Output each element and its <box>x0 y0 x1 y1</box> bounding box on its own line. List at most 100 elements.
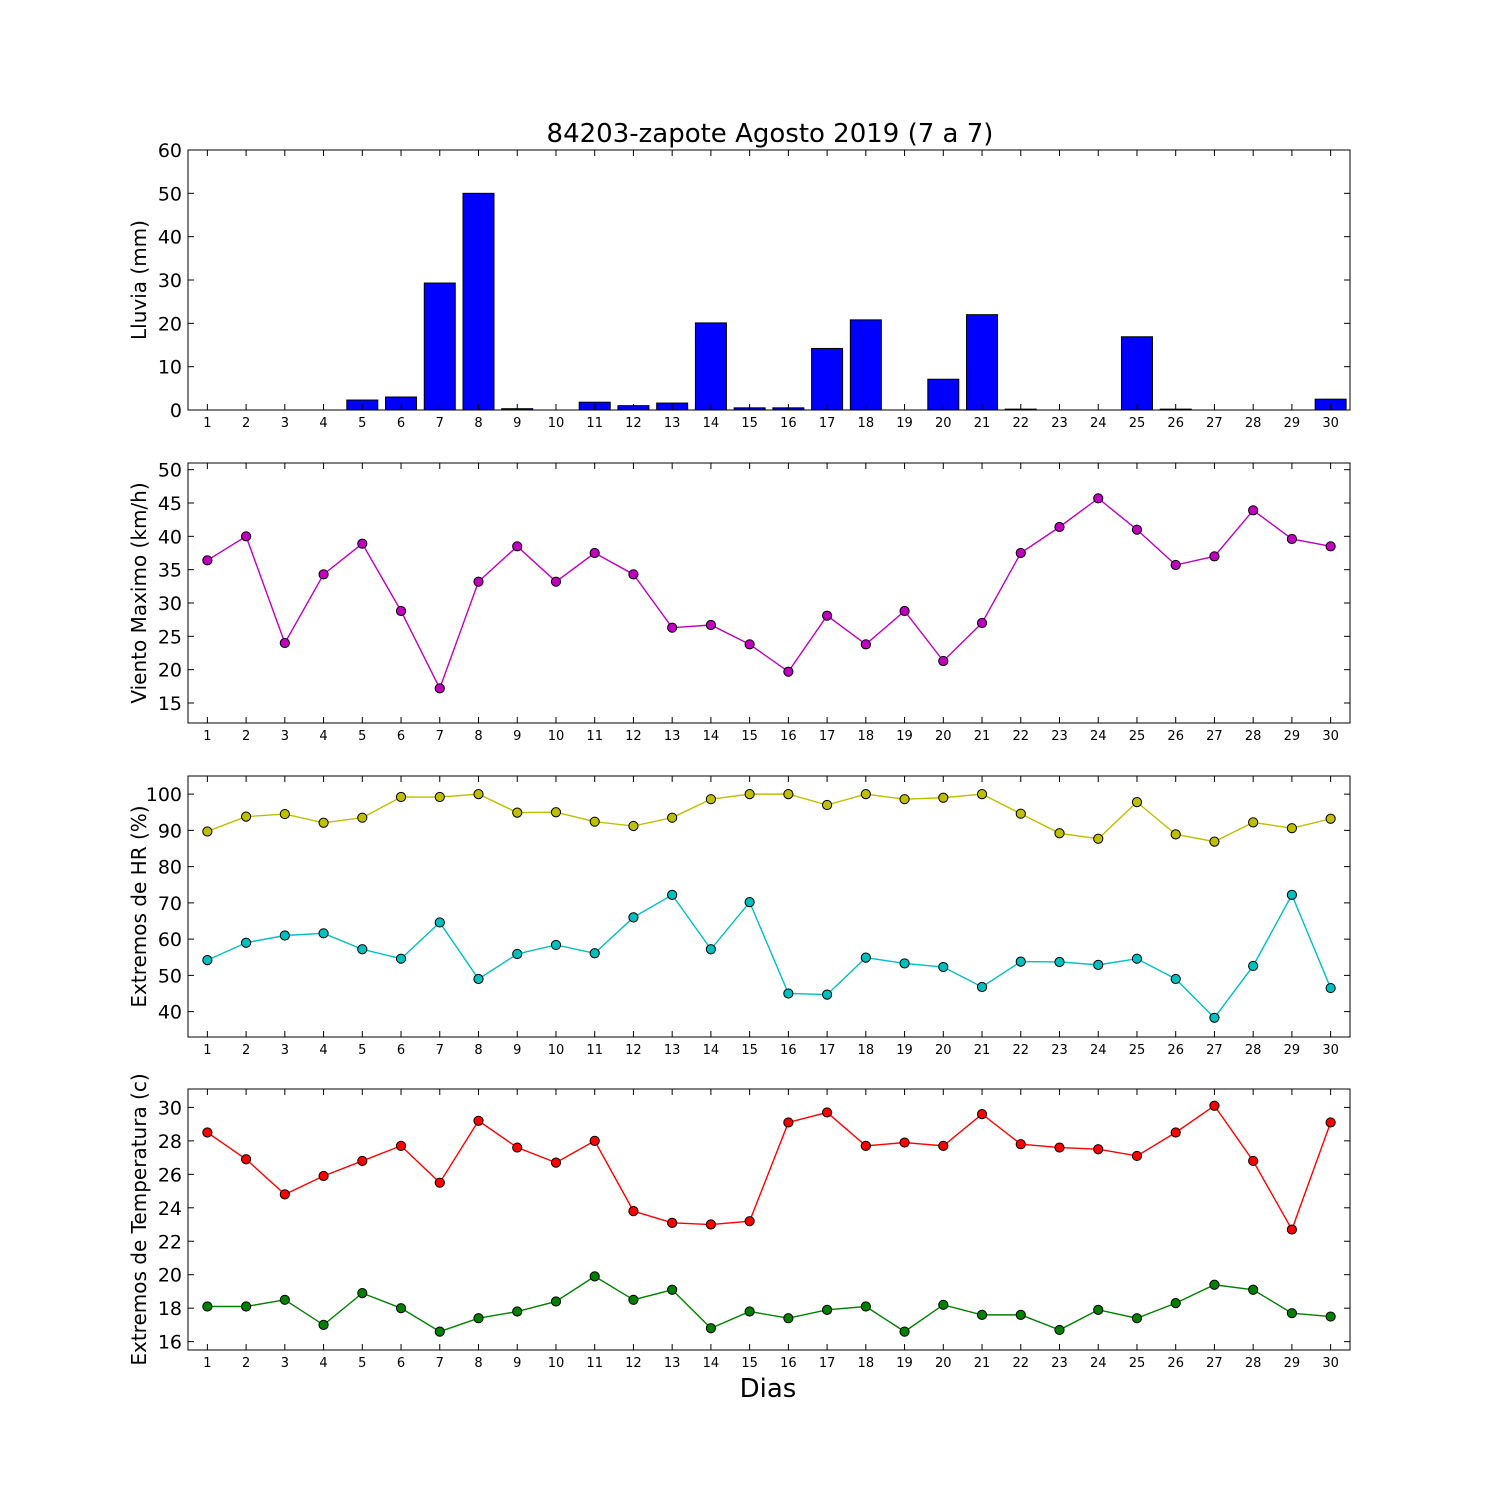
y-tick-label: 35 <box>158 560 182 582</box>
x-tick-label: 23 <box>1051 729 1068 744</box>
x-tick-label: 17 <box>819 1356 836 1371</box>
data-point <box>279 1189 290 1200</box>
data-point <box>938 792 949 803</box>
data-point <box>473 1115 484 1126</box>
data-point <box>395 605 407 617</box>
data-point <box>628 569 639 580</box>
x-tick-label: 27 <box>1206 1356 1223 1371</box>
x-tick-label: 11 <box>586 416 603 431</box>
y-tick-label: 100 <box>146 784 182 806</box>
data-point <box>822 799 833 811</box>
y-tick-label: 0 <box>170 400 182 422</box>
x-tick-label: 19 <box>896 729 913 744</box>
x-tick-label: 3 <box>281 1356 289 1371</box>
x-tick-label: 8 <box>474 416 482 431</box>
data-point <box>357 1155 368 1167</box>
x-tick-label: 18 <box>858 729 875 744</box>
x-tick-label: 12 <box>625 729 642 744</box>
y-tick-label: 20 <box>158 660 182 682</box>
data-point <box>357 812 368 823</box>
x-tick-label: 30 <box>1322 416 1339 431</box>
chart-title: 84203-zapote Agosto 2019 (7 a 7) <box>547 119 994 149</box>
data-point <box>705 944 717 955</box>
x-tick-label: 1 <box>203 416 211 431</box>
data-point <box>783 1117 794 1128</box>
series-line <box>207 893 1332 1019</box>
x-tick-label: 25 <box>1129 416 1146 431</box>
data-point <box>1015 1309 1026 1320</box>
data-point <box>744 639 755 650</box>
data-point <box>1286 533 1298 545</box>
bar <box>694 322 727 411</box>
x-tick-label: 20 <box>935 1043 952 1058</box>
y-tick-label: 16 <box>158 1332 182 1354</box>
data-point <box>667 622 678 633</box>
y-tick-label: 30 <box>158 593 182 615</box>
x-tick-label: 22 <box>1012 1043 1029 1058</box>
y-tick-label: 50 <box>158 460 182 482</box>
data-point <box>1093 1304 1104 1315</box>
data-point <box>899 958 910 969</box>
y-axis-label: Lluvia (mm) <box>127 220 151 340</box>
data-point <box>434 791 445 803</box>
x-tick-label: 26 <box>1167 1043 1184 1058</box>
x-tick-label: 2 <box>242 1043 250 1058</box>
x-tick-label: 20 <box>935 729 952 744</box>
x-tick-label: 12 <box>625 416 642 431</box>
x-tick-label: 14 <box>703 416 720 431</box>
data-point <box>783 789 794 800</box>
data-point <box>357 538 368 549</box>
plot-frame <box>187 462 1351 724</box>
x-tick-label: 29 <box>1284 729 1301 744</box>
x-tick-label: 14 <box>703 1356 720 1371</box>
data-point <box>202 826 213 837</box>
y-tick-label: 60 <box>158 140 182 162</box>
x-tick-label: 23 <box>1051 416 1068 431</box>
y-tick-label: 30 <box>158 1097 182 1119</box>
x-tick-label: 28 <box>1245 1043 1262 1058</box>
x-tick-label: 14 <box>703 1043 720 1058</box>
data-point <box>241 531 252 542</box>
data-point <box>744 789 755 800</box>
x-tick-label: 27 <box>1206 1043 1223 1058</box>
data-point <box>434 917 445 928</box>
x-tick-label: 15 <box>741 729 758 744</box>
x-tick-label: 13 <box>664 1043 681 1058</box>
series-line <box>207 793 1331 843</box>
data-point <box>976 981 988 993</box>
data-point <box>357 944 368 955</box>
x-tick-label: 2 <box>242 1356 250 1371</box>
data-point <box>705 619 717 631</box>
x-tick-label: 13 <box>664 729 681 744</box>
y-tick-label: 24 <box>158 1198 182 1220</box>
x-tick-label: 19 <box>896 1043 913 1058</box>
x-tick-label: 12 <box>625 1043 642 1058</box>
data-point <box>1325 541 1336 552</box>
x-tick-label: 10 <box>548 1356 565 1371</box>
x-tick-label: 7 <box>436 416 444 431</box>
data-point <box>473 1313 484 1324</box>
x-tick-label: 17 <box>819 416 836 431</box>
x-tick-label: 5 <box>358 1043 366 1058</box>
data-point <box>1286 1308 1298 1319</box>
data-point <box>241 937 252 948</box>
data-point <box>976 1309 988 1320</box>
data-point <box>667 1284 678 1295</box>
data-point <box>1093 1144 1104 1155</box>
x-tick-label: 24 <box>1090 1356 1107 1371</box>
data-point <box>473 789 484 800</box>
data-point <box>976 617 988 629</box>
data-point <box>1054 1142 1065 1153</box>
data-point <box>1170 559 1181 571</box>
data-point <box>667 1217 678 1228</box>
y-tick-label: 90 <box>158 820 182 842</box>
data-point <box>241 811 252 822</box>
data-point <box>202 955 213 966</box>
data-point <box>1054 521 1065 533</box>
data-point <box>550 576 562 587</box>
data-point <box>395 953 407 964</box>
